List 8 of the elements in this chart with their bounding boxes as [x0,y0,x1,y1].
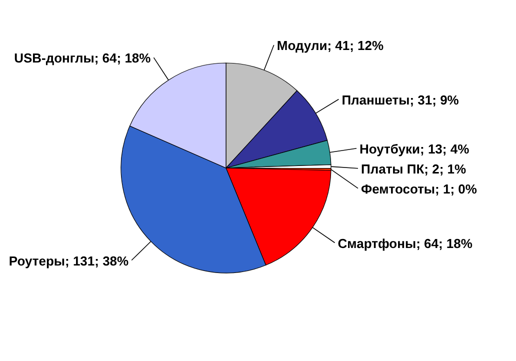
slice-label: Модули; 41; 12% [276,38,384,53]
slice-label: Планшеты; 31; 9% [342,92,460,108]
slice-label: Смартфоны; 64; 18% [338,236,473,251]
slice-label: Роутеры; 131; 38% [8,253,130,268]
slice-label: USB-донглы; 64; 18% [14,50,152,66]
slice-label: Платы ПК; 2; 1% [360,161,467,176]
slice-label: Фемтосоты; 1; 0% [360,181,478,196]
slice-label: Ноутбуки; 13; 4% [360,141,470,156]
